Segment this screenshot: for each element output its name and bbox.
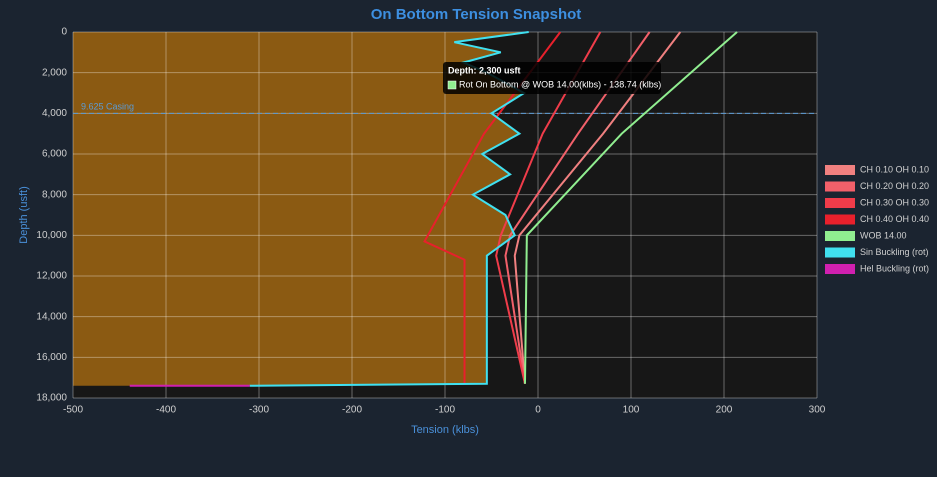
x-axis-title: Tension (klbs) bbox=[411, 424, 479, 436]
y-tick-label: 4,000 bbox=[42, 108, 67, 119]
y-tick-label: 14,000 bbox=[36, 311, 67, 322]
x-tick-label: 100 bbox=[623, 405, 640, 416]
y-axis-title: Depth (usft) bbox=[18, 186, 30, 243]
x-tick-label: 300 bbox=[809, 405, 826, 416]
legend-swatch bbox=[825, 181, 855, 192]
legend-swatch bbox=[825, 214, 855, 225]
x-tick-label: -300 bbox=[249, 405, 269, 416]
series-line bbox=[513, 31, 682, 384]
legend-swatch bbox=[825, 264, 855, 274]
legend-label: CH 0.10 OH 0.10 bbox=[860, 164, 929, 174]
x-tick-label: 0 bbox=[535, 405, 541, 416]
legend-swatch bbox=[825, 247, 855, 258]
casing-label: 9.625 Casing bbox=[81, 102, 134, 112]
legend-label: WOB 14.00 bbox=[860, 230, 907, 240]
y-tick-label: 6,000 bbox=[42, 149, 67, 160]
y-tick-label: 12,000 bbox=[36, 271, 67, 282]
x-tick-label: -200 bbox=[342, 405, 362, 416]
y-tick-label: 10,000 bbox=[36, 230, 67, 241]
x-tick-label: -100 bbox=[435, 405, 455, 416]
series-line bbox=[495, 31, 602, 384]
y-tick-label: 8,000 bbox=[42, 189, 67, 200]
series-line bbox=[249, 31, 529, 387]
x-tick-label: -500 bbox=[63, 405, 83, 416]
legend-label: CH 0.20 OH 0.20 bbox=[860, 181, 929, 191]
legend-label: CH 0.30 OH 0.30 bbox=[860, 197, 929, 207]
legend-label: Sin Buckling (rot) bbox=[860, 247, 929, 257]
buckling-area bbox=[73, 32, 529, 386]
tooltip-swatch bbox=[447, 80, 457, 90]
x-tick-label: 200 bbox=[716, 405, 733, 416]
series-line bbox=[423, 31, 562, 384]
tooltip-text: Rot On Bottom @ WOB 14.00(klbs) - 138.74… bbox=[459, 79, 661, 89]
legend-swatch bbox=[825, 165, 855, 175]
legend-label: Hel Buckling (rot) bbox=[860, 263, 929, 273]
legend-swatch bbox=[825, 231, 855, 241]
y-tick-label: 18,000 bbox=[36, 393, 67, 404]
y-tick-label: 16,000 bbox=[36, 352, 67, 363]
series-line bbox=[504, 31, 651, 384]
legend-label: CH 0.40 OH 0.40 bbox=[860, 214, 929, 224]
chart-title: On Bottom Tension Snapshot bbox=[371, 6, 582, 23]
y-tick-label: 0 bbox=[61, 27, 67, 38]
legend-swatch bbox=[825, 198, 855, 208]
y-tick-label: 2,000 bbox=[42, 67, 67, 78]
tooltip-box bbox=[443, 62, 661, 94]
x-tick-label: -400 bbox=[156, 405, 176, 416]
series-line bbox=[523, 31, 738, 384]
tooltip-title: Depth: 2,300 usft bbox=[448, 65, 521, 75]
